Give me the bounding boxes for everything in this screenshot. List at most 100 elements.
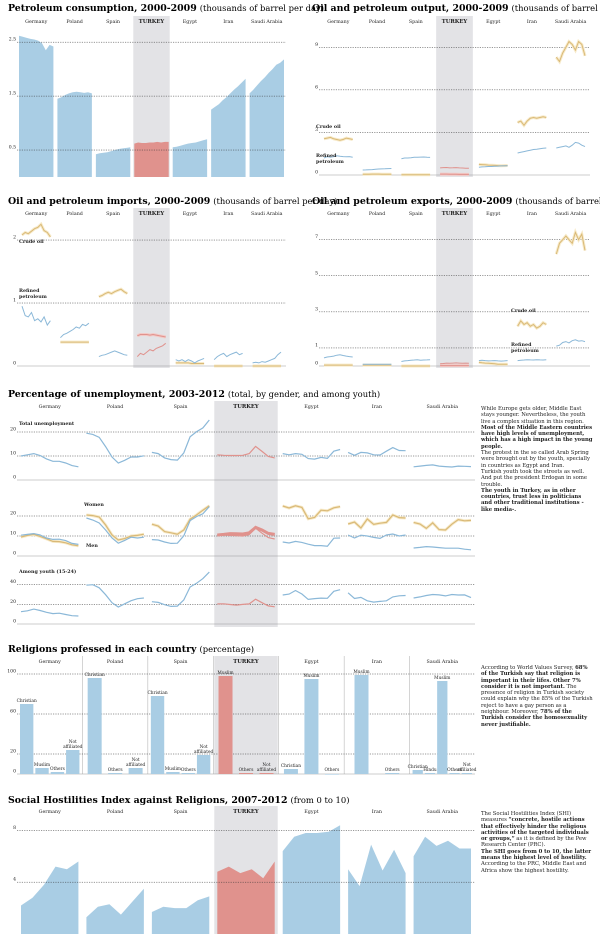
country-label-saudi-arabia: Saudi Arabia — [251, 211, 283, 217]
total-total-line-saudi-arabia — [413, 464, 472, 468]
religion-bar-saudi-arabia-christian — [412, 770, 423, 774]
exports-chart: Germany Poland Spain TURKEY Egypt Iran Saudi A… — [315, 208, 590, 368]
consumption-area-turkey — [134, 141, 169, 177]
hostility-area-germany — [21, 861, 79, 934]
religion-label-egypt-christian: Christian — [281, 764, 301, 769]
hostility-note-s1: The Social Hostilities Index (SHI) measu… — [481, 811, 572, 824]
exports-label-crude: Crude oil — [511, 308, 536, 314]
consumption-tick-0-5: 0.5 — [9, 145, 16, 151]
output-label-crude: Crude oil — [316, 124, 341, 130]
consumption-chart: Germany Poland Spain TURKEY Egypt Iran Saudi A… — [9, 16, 286, 178]
turkey-band — [436, 16, 473, 177]
religions-note-s1: According to World Values Survey, — [481, 665, 576, 671]
exports-tick-7: 7 — [315, 234, 318, 240]
country-label-turkey: TURKEY — [233, 659, 259, 665]
country-label-spain: Spain — [106, 211, 120, 217]
total-total-line-germany — [20, 452, 79, 468]
youth-tick-20: 20 — [10, 599, 16, 605]
youth-youth-line-germany — [20, 608, 79, 617]
gender-tick-0: 0 — [13, 551, 16, 557]
religion-bar-poland-others — [108, 773, 123, 774]
religion-label-saudi-arabia-not-affiliated: Not affiliated — [457, 763, 477, 773]
religion-label-turkey-not-affiliated: Not affiliated — [257, 763, 277, 773]
exports-refined-line-spain — [401, 359, 431, 362]
imports-label-crude: Crude oil — [19, 239, 44, 245]
unemployment-note-p4: Turkish youth took the streets as well. … — [481, 468, 587, 488]
country-label-poland: Poland — [107, 404, 123, 410]
hostility-area-spain — [151, 896, 210, 934]
country-label-spain: Spain — [106, 19, 120, 25]
imports-refined-line-germany — [21, 306, 51, 327]
country-label-spain: Spain — [174, 659, 188, 665]
consumption-tick-1-5: 1.5 — [9, 91, 16, 97]
hostility-area-turkey — [217, 861, 275, 934]
country-label-egypt: Egypt — [304, 659, 318, 665]
country-label-saudi-arabia: Saudi Arabia — [251, 19, 283, 25]
hostility-title: Social Hostilities Index against Religio… — [8, 795, 349, 806]
output-title: Oil and petroleum output, 2000-2009 (tho… — [312, 3, 600, 14]
religions-note-text: According to World Values Survey, 68% of… — [481, 665, 593, 728]
country-label-egypt: Egypt — [486, 19, 500, 25]
youth-youth-line-iran — [347, 592, 406, 603]
religion-label-germany-christian: Christian — [17, 699, 37, 704]
youth-tick-40: 40 — [10, 579, 16, 585]
gender-tick-20: 20 — [10, 511, 16, 517]
country-label-poland: Poland — [107, 659, 123, 665]
country-label-poland: Poland — [369, 19, 385, 25]
gender-men-line-germany — [20, 532, 79, 545]
country-label-egypt: Egypt — [183, 211, 197, 217]
imports-tick-1: 1 — [13, 298, 16, 304]
youth-youth-line-spain — [151, 571, 210, 608]
imports-crude-line-germany — [21, 223, 51, 238]
religion-bar-egypt-others — [324, 774, 339, 775]
country-label-germany: Germany — [25, 211, 47, 217]
country-label-saudi-arabia: Saudi Arabia — [555, 211, 587, 217]
output-tick-9: 9 — [315, 42, 318, 48]
consumption-area-spain — [95, 147, 131, 177]
imports-chart: Germany Poland Spain TURKEY Egypt Iran Saudi A… — [13, 208, 286, 368]
gender-women-halo-line-spain — [151, 504, 211, 536]
religion-bar-germany-not-affiliated — [66, 750, 80, 774]
exports-crude-line-saudi-arabia — [555, 230, 586, 255]
exports-crude-line-egypt — [478, 361, 508, 365]
exports-refined-line-saudi-arabia — [556, 339, 586, 347]
imports-crude-halo-germany — [21, 221, 52, 238]
output-refined-line-iran — [517, 147, 547, 154]
output-refined-line-egypt — [478, 165, 508, 168]
religion-label-saudi-arabia-hindu: Hindu — [423, 768, 437, 773]
men-label: Men — [86, 543, 98, 549]
women-label: Women — [83, 502, 104, 508]
religion-bar-spain-not-affiliated — [196, 755, 211, 774]
hostility-tick-8: 8 — [13, 825, 16, 831]
religion-label-egypt-others: Others — [324, 768, 339, 773]
country-label-germany: Germany — [39, 809, 61, 815]
religion-bar-germany-muslim — [35, 768, 49, 774]
religions-tick-100: 100 — [7, 669, 16, 675]
religion-bar-egypt-muslim — [304, 679, 319, 774]
country-label-spain: Spain — [174, 404, 188, 410]
consumption-area-saudi-arabia — [249, 59, 284, 177]
output-tick-6: 6 — [315, 84, 318, 90]
religion-label-germany-others: Others — [50, 767, 65, 772]
gender-women-line-germany — [20, 533, 79, 547]
religion-bar-saudi-arabia-hindu — [424, 773, 436, 774]
imports-crude-line-spain — [98, 288, 128, 298]
country-label-turkey: TURKEY — [233, 809, 259, 815]
country-label-poland: Poland — [369, 211, 385, 217]
hostility-note-p1: The Social Hostilities Index (SHI) measu… — [481, 811, 593, 849]
religion-bar-turkey-not-affiliated — [259, 773, 274, 774]
gender-women-line-saudi-arabia — [413, 518, 472, 531]
consumption-tick-2-5: 2.5 — [9, 37, 16, 43]
religion-label-spain-christian: Christian — [147, 691, 167, 696]
imports-refined-line-iran — [213, 351, 243, 361]
output-crude-line-iran — [517, 116, 547, 127]
country-label-turkey: TURKEY — [139, 211, 165, 217]
gender-men-line-saudi-arabia — [413, 545, 472, 551]
total-tick-20: 20 — [10, 427, 16, 433]
religion-label-egypt-muslim: Muslim — [303, 674, 319, 679]
country-label-germany: Germany — [327, 211, 349, 217]
youth-tick-0: 0 — [13, 619, 16, 625]
religion-label-germany-muslim: Muslim — [34, 763, 50, 768]
youth-youth-line-egypt — [282, 589, 341, 601]
consumption-title: Petroleum consumption, 2000-2009 (thousa… — [8, 3, 324, 14]
